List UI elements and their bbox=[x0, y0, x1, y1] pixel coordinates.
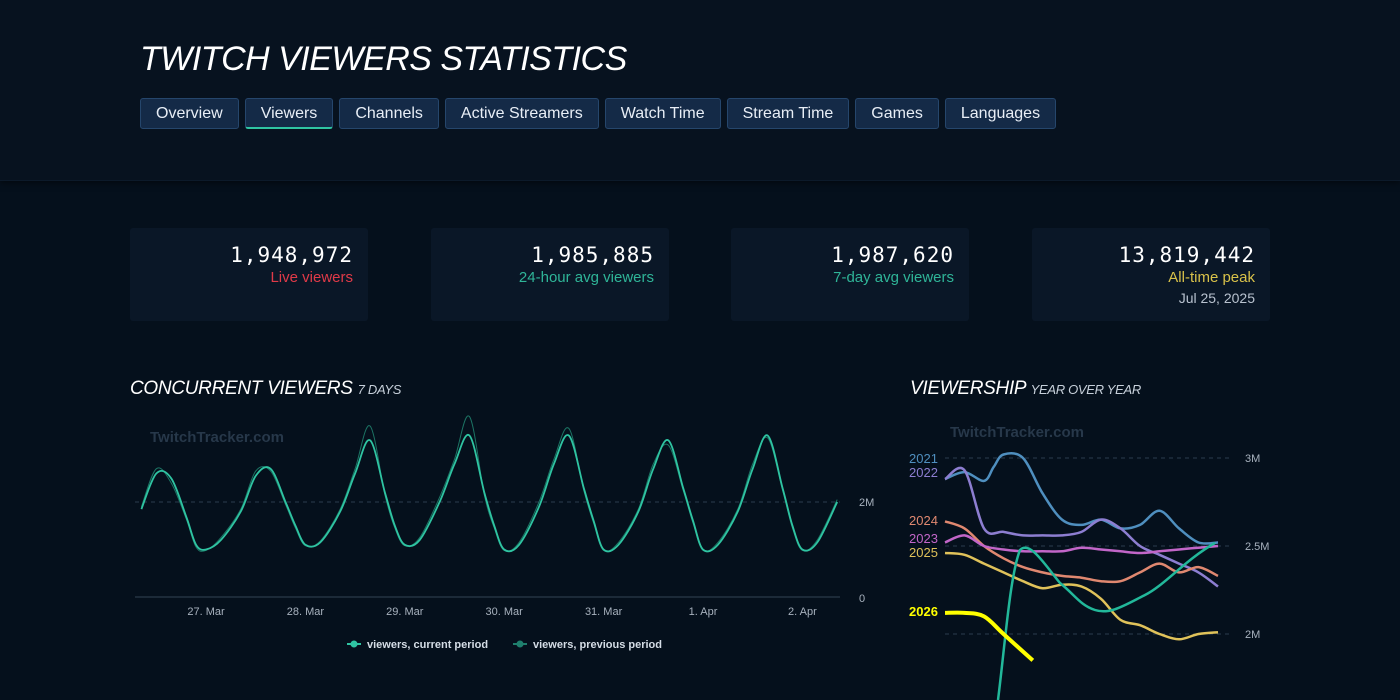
section-subtitle: YEAR OVER YEAR bbox=[1030, 382, 1142, 397]
tab-languages[interactable]: Languages bbox=[944, 98, 1057, 129]
tab-watch-time[interactable]: Watch Time bbox=[604, 98, 721, 129]
legend-marker bbox=[350, 640, 358, 648]
stat-card-7d-avg: 1,987,620 7-day avg viewers bbox=[731, 228, 969, 321]
page-title: TWITCH VIEWERS STATISTICS bbox=[140, 40, 627, 78]
tab-overview[interactable]: Overview bbox=[140, 98, 239, 129]
series-2023-line bbox=[944, 534, 1219, 555]
series-label-2023: 2023 bbox=[909, 531, 938, 546]
y-tick-label: 2M bbox=[1245, 629, 1260, 641]
legend-label: viewers, current period bbox=[367, 639, 488, 651]
stat-card-all-time-peak: 13,819,442 All-time peak Jul 25, 2025 bbox=[1032, 228, 1270, 321]
section-title: CONCURRENT VIEWERS bbox=[130, 378, 353, 399]
series-2026-line bbox=[944, 610, 1035, 662]
stat-peak-date: Jul 25, 2025 bbox=[1178, 290, 1255, 306]
legend: viewers, current period viewers, previou… bbox=[347, 639, 662, 651]
y-tick-label: 2.5M bbox=[1245, 541, 1269, 553]
x-tick-label: 1. Apr bbox=[689, 606, 718, 618]
series-2025-line bbox=[944, 551, 1219, 641]
stat-value: 1,948,972 bbox=[230, 243, 353, 267]
y-tick-label: 0 bbox=[859, 593, 865, 605]
x-tick-label: 2. Apr bbox=[788, 606, 817, 618]
tab-channels[interactable]: Channels bbox=[339, 98, 439, 129]
series-2021-line bbox=[944, 451, 1219, 545]
series-2024-line bbox=[944, 520, 1219, 584]
x-tick-label: 27. Mar bbox=[187, 606, 225, 618]
tab-viewers[interactable]: Viewers bbox=[244, 98, 334, 129]
series-current-trend-line bbox=[996, 541, 1216, 700]
series-label-2022: 2022 bbox=[909, 465, 938, 480]
section-subtitle: 7 DAYS bbox=[357, 382, 402, 397]
stat-value: 1,987,620 bbox=[831, 243, 954, 267]
concurrent-viewers-chart: TwitchTracker.com 27. Mar 28. Mar 29. Mar 3… bbox=[135, 415, 874, 651]
series-label-2021: 2021 bbox=[909, 451, 938, 466]
x-tick-label: 30. Mar bbox=[486, 606, 524, 618]
x-tick-label: 28. Mar bbox=[287, 606, 325, 618]
x-tick-label: 31. Mar bbox=[585, 606, 623, 618]
section-title: VIEWERSHIP bbox=[910, 378, 1026, 399]
stat-card-24h-avg: 1,985,885 24-hour avg viewers bbox=[431, 228, 669, 321]
site-header: TWITCH VIEWERS STATISTICS Overview Viewe… bbox=[0, 0, 1400, 181]
concurrent-viewers-heading: CONCURRENT VIEWERS 7 DAYS bbox=[130, 378, 401, 400]
watermark: TwitchTracker.com bbox=[950, 424, 1084, 441]
series-previous-period-line bbox=[140, 415, 838, 552]
legend-item-previous[interactable]: viewers, previous period bbox=[513, 639, 662, 651]
series-label-2025: 2025 bbox=[909, 545, 938, 560]
legend-item-current[interactable]: viewers, current period bbox=[347, 639, 488, 651]
stat-card-live-viewers: 1,948,972 Live viewers bbox=[130, 228, 368, 321]
stat-label: 24-hour avg viewers bbox=[518, 269, 654, 286]
stat-label: 7-day avg viewers bbox=[833, 269, 954, 286]
y-tick-label: 3M bbox=[1245, 453, 1260, 465]
series-current-period-line bbox=[140, 434, 839, 553]
series-label-2026: 2026 bbox=[909, 604, 938, 619]
yoy-chart: TwitchTracker.com 3M 2.5M 2M 2021 2022 2… bbox=[909, 424, 1269, 700]
stat-value: 13,819,442 bbox=[1118, 243, 1255, 267]
tab-stream-time[interactable]: Stream Time bbox=[726, 98, 850, 129]
tab-active-streamers[interactable]: Active Streamers bbox=[444, 98, 599, 129]
stat-label: All-time peak bbox=[1168, 269, 1255, 286]
x-axis-ticks: 27. Mar 28. Mar 29. Mar 30. Mar 31. Mar 1. Ap… bbox=[187, 606, 817, 618]
stat-value: 1,985,885 bbox=[531, 243, 654, 267]
legend-label: viewers, previous period bbox=[533, 639, 662, 651]
yoy-heading: VIEWERSHIP YEAR OVER YEAR bbox=[910, 378, 1141, 400]
y-tick-label: 2M bbox=[859, 497, 874, 509]
tab-games[interactable]: Games bbox=[855, 98, 939, 129]
stat-label: Live viewers bbox=[270, 269, 353, 286]
legend-marker bbox=[516, 640, 524, 648]
watermark: TwitchTracker.com bbox=[150, 429, 284, 446]
series-label-2024: 2024 bbox=[909, 513, 938, 528]
series-2022-line bbox=[944, 466, 1219, 588]
x-tick-label: 29. Mar bbox=[386, 606, 424, 618]
tab-bar: Overview Viewers Channels Active Streame… bbox=[140, 98, 1057, 129]
